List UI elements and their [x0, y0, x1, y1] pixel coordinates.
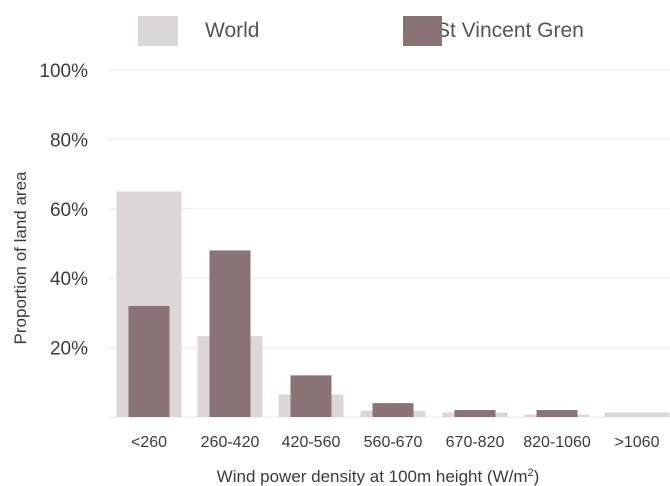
bar-world	[604, 412, 670, 417]
bar-st-vincent	[290, 375, 332, 417]
legend: World St Vincent Gren	[138, 16, 584, 46]
x-tick-label: 670-820	[446, 434, 505, 451]
x-axis-title-sup: 2	[528, 467, 534, 479]
grid-lines	[108, 69, 670, 418]
x-axis-title: Wind power density at 100m height (W/m2)	[217, 467, 540, 486]
legend-label-world: World	[205, 19, 259, 42]
y-tick-label: 40%	[50, 269, 88, 290]
x-tick-label: 420-560	[282, 434, 341, 451]
x-tick-labels: <260 260-420 420-560 560-670 670-820 820-1060…	[131, 434, 660, 451]
y-tick-label: 60%	[50, 200, 88, 221]
x-axis-title-main: Wind power density at 100m height (W/m	[217, 467, 528, 486]
bars	[116, 191, 670, 417]
bar-st-vincent	[454, 410, 496, 417]
y-tick-label: 20%	[50, 339, 88, 360]
y-tick-label: 80%	[50, 130, 88, 151]
legend-swatch-world	[138, 16, 178, 46]
bar-st-vincent	[372, 403, 414, 417]
y-tick-label: 100%	[39, 61, 88, 82]
y-axis-title: Proportion of land area	[11, 171, 30, 344]
bar-st-vincent	[209, 250, 251, 417]
legend-label-st-vincent: St Vincent Gren	[436, 19, 584, 42]
x-tick-label: <260	[131, 434, 167, 451]
x-tick-label: >1060	[615, 434, 660, 451]
x-tick-label: 560-670	[364, 434, 423, 451]
y-tick-labels: 100% 80% 60% 40% 20%	[39, 61, 88, 360]
x-axis-title-end: )	[534, 467, 540, 486]
x-tick-label: 260-420	[201, 434, 260, 451]
bar-st-vincent	[128, 305, 170, 417]
legend-swatch-st-vincent	[403, 16, 442, 46]
x-tick-label: 820-1060	[523, 434, 591, 451]
bar-st-vincent	[536, 410, 578, 417]
